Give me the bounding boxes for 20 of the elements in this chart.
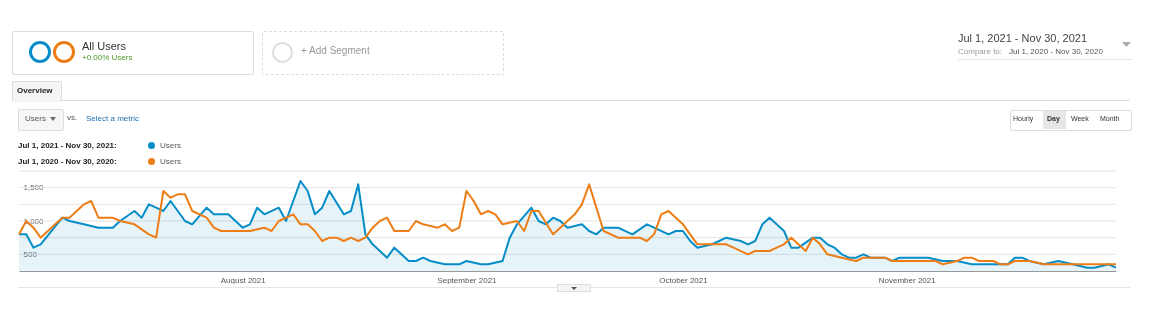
y-tick-label: 500 bbox=[23, 249, 38, 259]
x-tick-label: August 2021 bbox=[220, 275, 267, 285]
text: +0.00% Users bbox=[82, 53, 133, 62]
text: Jul 1, 2020 - Nov 30, 2020: bbox=[18, 157, 117, 166]
text: Users bbox=[25, 114, 46, 123]
text: Jul 1, 2020 - Nov 30, 2020 bbox=[1009, 47, 1103, 56]
text: Jul 1, 2021 - Nov 30, 2021: bbox=[18, 141, 117, 150]
x-tick-label: October 2021 bbox=[659, 275, 709, 285]
text: Overview bbox=[17, 86, 53, 95]
text: Compare to: bbox=[958, 47, 1003, 56]
text: All Users bbox=[82, 40, 127, 52]
text: Select a metric bbox=[86, 114, 139, 123]
text: vs. bbox=[67, 113, 78, 122]
x-tick-label: September 2021 bbox=[437, 275, 498, 285]
text: + Add Segment bbox=[301, 45, 370, 56]
legend-label: Users bbox=[160, 141, 181, 150]
x-tick-label: November 2021 bbox=[878, 275, 937, 285]
y-tick-label: 1,500 bbox=[23, 183, 45, 193]
legend-label: Users bbox=[160, 157, 181, 166]
text: Jul 1, 2021 - Nov 30, 2021 bbox=[958, 32, 1088, 44]
